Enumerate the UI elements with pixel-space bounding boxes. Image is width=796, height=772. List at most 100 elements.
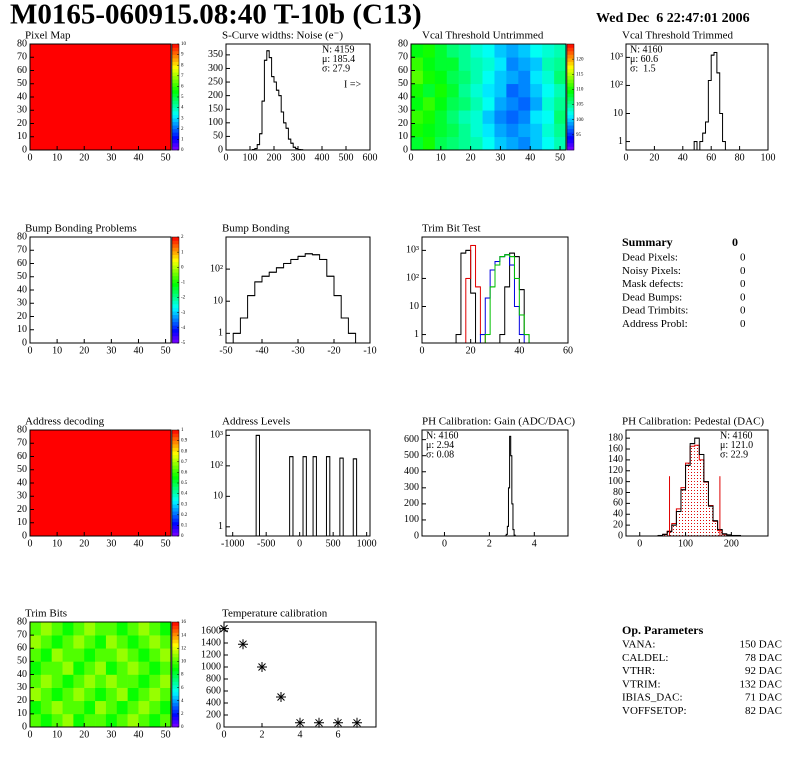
heat-cell xyxy=(458,136,471,151)
x-tick-label: 50 xyxy=(161,345,171,356)
heat-cell xyxy=(494,97,507,111)
palette-step xyxy=(172,89,179,94)
palette-step xyxy=(172,307,179,312)
palette-step xyxy=(172,304,179,308)
histogram-outline xyxy=(657,444,741,537)
x-tick-label: 10 xyxy=(52,538,62,549)
heat-cell xyxy=(446,44,459,58)
palette-tick-label: 0 xyxy=(181,725,184,730)
heat-cell xyxy=(434,57,448,71)
x-tick-label: -500 xyxy=(257,538,275,549)
heat-cell xyxy=(554,97,567,111)
point xyxy=(352,717,362,728)
heat-cell xyxy=(411,136,424,151)
heat-cell xyxy=(160,687,172,702)
heat-cell xyxy=(411,44,424,58)
palette-tick-label: 95 xyxy=(576,133,582,138)
heat-cell xyxy=(542,44,555,58)
heat-cell xyxy=(482,110,495,124)
palette-step xyxy=(172,699,179,703)
palette-step xyxy=(172,483,179,487)
heat-cell xyxy=(494,123,507,138)
heat-cell xyxy=(116,713,128,728)
y-tick-label: 10³ xyxy=(406,245,419,256)
palette-step xyxy=(172,72,179,77)
palette-tick-label: 7 xyxy=(181,74,184,79)
heat-cell xyxy=(530,44,543,58)
histogram-outline xyxy=(504,435,516,537)
heat-cell xyxy=(470,44,483,58)
x-tick-label: 100 xyxy=(761,152,776,163)
heat-cell xyxy=(494,70,507,85)
y-tick-label: 200 xyxy=(208,90,223,101)
y-tick-label: 1 xyxy=(618,136,623,147)
heat-cell xyxy=(518,83,531,98)
heat-cell xyxy=(446,70,459,85)
palette-step xyxy=(172,132,179,137)
palette-step xyxy=(172,518,179,523)
y-tick-label: 70 xyxy=(17,438,27,449)
summary-label: Mask defects: xyxy=(622,278,683,290)
heat-cell xyxy=(30,661,42,675)
palette-step xyxy=(172,335,179,340)
palette-step xyxy=(567,68,574,73)
heat-cell xyxy=(518,110,531,124)
palette-step xyxy=(172,286,179,291)
heat-cell xyxy=(116,635,128,649)
palette-step xyxy=(172,713,179,717)
x-tick-label: 4 xyxy=(298,729,303,740)
heat-cell xyxy=(105,622,118,636)
x-tick-label: 60 xyxy=(706,152,716,163)
heat-cell xyxy=(506,110,519,124)
plot-frame xyxy=(29,236,172,344)
stat-line: μ: 121.0 xyxy=(720,440,753,451)
x-tick-label: -50 xyxy=(219,345,232,356)
histogram-bin xyxy=(676,508,681,536)
heat-cell xyxy=(40,713,52,728)
x-tick-label: 20 xyxy=(466,345,476,356)
heat-cell xyxy=(458,97,471,111)
heat-cell xyxy=(138,700,150,715)
plot-frame xyxy=(625,429,769,537)
heat-cell xyxy=(116,700,128,715)
palette-step xyxy=(172,528,179,533)
x-tick-label: 4 xyxy=(532,538,537,549)
y-tick-label: 1 xyxy=(414,329,419,340)
heat-cell xyxy=(530,57,543,71)
heat-cell xyxy=(116,622,128,636)
y-tick-label: 10² xyxy=(610,80,623,91)
panel-title: Vcal Threshold Untrimmed xyxy=(422,30,544,42)
y-tick-label: 50 xyxy=(17,271,27,282)
op-label: VTHR: xyxy=(622,665,655,677)
y-tick-label: 70 xyxy=(398,52,408,63)
x-tick-label: 200 xyxy=(267,152,282,163)
y-tick-label: 100 xyxy=(608,476,623,487)
summary-label: Noisy Pixels: xyxy=(622,265,681,277)
heat-cell xyxy=(554,44,567,58)
y-tick-label: 140 xyxy=(608,454,623,465)
palette-tick-label: 2 xyxy=(181,235,184,240)
palette-step xyxy=(172,500,179,505)
x-tick-label: -10 xyxy=(363,345,376,356)
palette-step xyxy=(172,58,179,62)
x-tick-label: 50 xyxy=(161,729,171,740)
panel: Trim Bit Test 0 20 40 60 1 10 10² 10³ xyxy=(406,223,573,357)
heat-cell xyxy=(116,687,128,702)
stat-line: σ: 1.5 xyxy=(630,63,656,74)
palette-step xyxy=(567,135,574,140)
palette-tick-label: 0 xyxy=(181,265,184,270)
point xyxy=(238,639,248,650)
x-tick-label: 10 xyxy=(436,152,446,163)
palette-step xyxy=(172,268,179,273)
y-tick-label: 20 xyxy=(17,695,27,706)
palette-tick-label: 0.9 xyxy=(181,439,188,444)
palette-step xyxy=(172,104,179,108)
heat-cell xyxy=(446,57,459,71)
y-tick-label: 0 xyxy=(618,530,623,541)
histogram-bin xyxy=(671,523,677,536)
y-tick-label: 600 xyxy=(404,434,419,445)
panel: Address Levels -1000 -500 0 500 1000 1 10 10² 10³ xyxy=(210,416,377,550)
y-tick-label: 20 xyxy=(613,519,623,530)
y-tick-label: 80 xyxy=(17,616,27,627)
heat-cell xyxy=(554,123,567,138)
